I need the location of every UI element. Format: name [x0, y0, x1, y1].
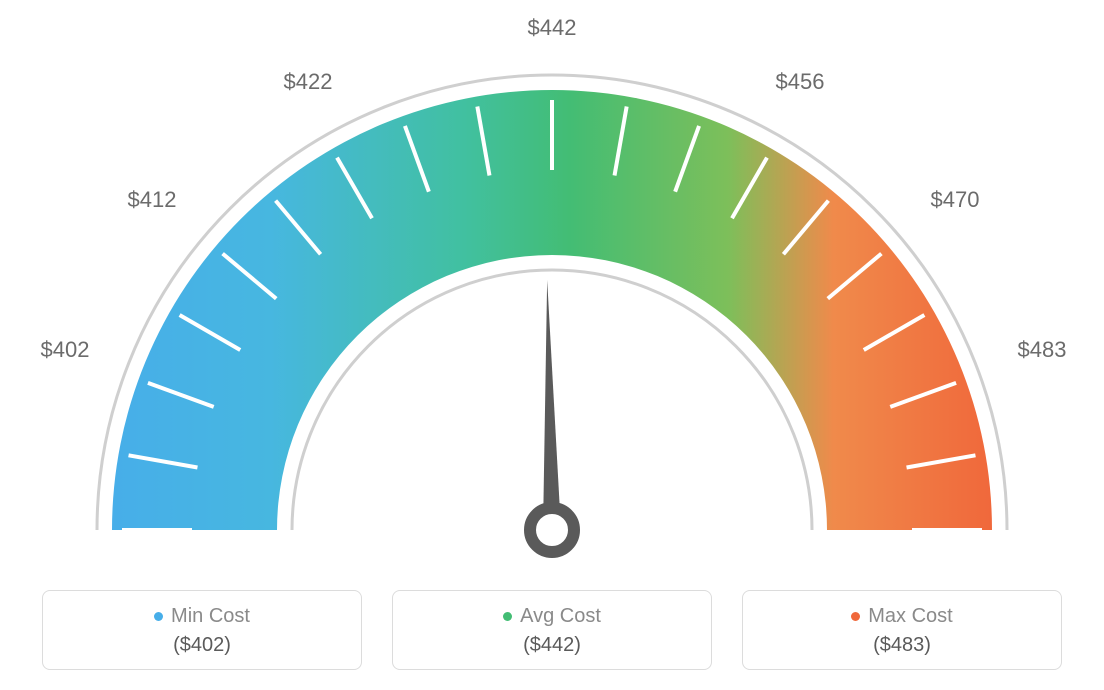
gauge-tick-label: $456 [776, 69, 825, 95]
dot-icon [851, 612, 860, 621]
legend-card-max: Max Cost ($483) [742, 590, 1062, 670]
legend-label-min: Min Cost [171, 605, 250, 627]
legend-row: Min Cost ($402) Avg Cost ($442) Max Cost… [0, 590, 1104, 670]
dot-icon [503, 612, 512, 621]
gauge-tick-label: $422 [284, 69, 333, 95]
legend-title-min: Min Cost [43, 605, 361, 628]
gauge-svg [0, 0, 1104, 560]
gauge-chart: $402 $412 $422 $442 $456 $470 $483 [0, 0, 1104, 560]
legend-title-max: Max Cost [743, 605, 1061, 628]
dot-icon [154, 612, 163, 621]
legend-value-avg: ($442) [393, 634, 711, 657]
legend-title-avg: Avg Cost [393, 605, 711, 628]
gauge-tick-label: $402 [41, 337, 90, 363]
legend-label-avg: Avg Cost [520, 605, 601, 627]
legend-label-max: Max Cost [868, 605, 952, 627]
gauge-tick-label: $470 [931, 187, 980, 213]
legend-card-min: Min Cost ($402) [42, 590, 362, 670]
gauge-tick-label: $412 [128, 187, 177, 213]
legend-card-avg: Avg Cost ($442) [392, 590, 712, 670]
gauge-tick-label: $442 [528, 15, 577, 41]
gauge-tick-label: $483 [1018, 337, 1067, 363]
legend-value-max: ($483) [743, 634, 1061, 657]
legend-value-min: ($402) [43, 634, 361, 657]
